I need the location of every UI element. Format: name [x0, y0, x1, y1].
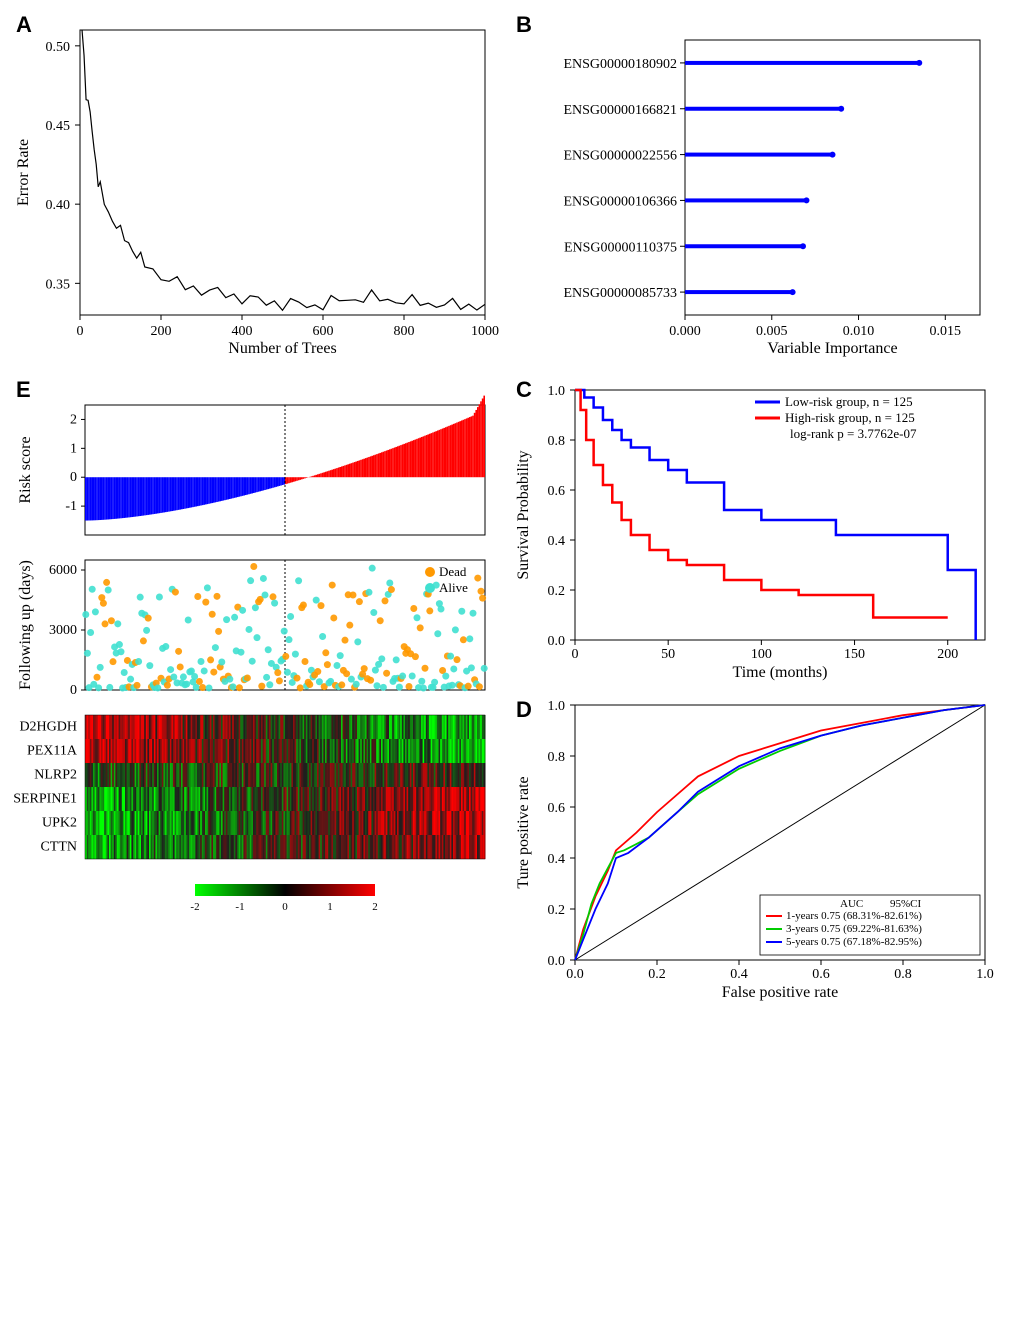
panel-b: B 0.000 0.005 0.010 0.015 ENSG00000180902 ENS…	[510, 10, 1000, 365]
roc-chart: 0.0 0.2 0.4 0.6 0.8 1.0 0.0 0.2 0.4 0.6 0.8 1.0 Fals…	[510, 695, 1000, 1005]
svg-text:log-rank p = 3.7762e-07: log-rank p = 3.7762e-07	[790, 426, 917, 441]
svg-text:0.4: 0.4	[548, 534, 566, 549]
svg-text:0.2: 0.2	[548, 584, 566, 599]
svg-text:0.0: 0.0	[548, 634, 566, 649]
svg-text:1-years 0.75 (68.31%-82.61%): 1-years 0.75 (68.31%-82.61%)	[786, 910, 922, 922]
svg-text:0: 0	[77, 324, 84, 339]
svg-text:600: 600	[313, 324, 334, 339]
svg-text:Variable Importance: Variable Importance	[767, 340, 897, 357]
svg-text:0.6: 0.6	[548, 801, 566, 816]
svg-text:0.4: 0.4	[730, 967, 748, 982]
svg-text:95%CI: 95%CI	[890, 898, 922, 910]
svg-text:-2: -2	[190, 901, 199, 913]
svg-text:0.8: 0.8	[548, 750, 566, 765]
svg-text:ENSG00000022556: ENSG00000022556	[563, 149, 677, 164]
svg-text:2: 2	[70, 412, 77, 427]
svg-text:3-years 0.75 (69.22%-81.63%): 3-years 0.75 (69.22%-81.63%)	[786, 923, 922, 935]
svg-text:0.000: 0.000	[669, 324, 701, 339]
svg-text:Ture positive rate: Ture positive rate	[515, 776, 532, 888]
svg-text:UPK2: UPK2	[42, 816, 77, 831]
svg-text:150: 150	[844, 647, 865, 662]
importance-chart: 0.000 0.005 0.010 0.015 ENSG00000180902 ENSG0…	[510, 10, 1000, 365]
svg-text:0: 0	[282, 901, 288, 913]
svg-text:D2HGDH: D2HGDH	[19, 720, 77, 735]
panel-a: A 0 200 400 600 800 1000 0.35 0.40 0.45 0.50 Numbe…	[10, 10, 500, 365]
svg-text:ENSG00000085733: ENSG00000085733	[563, 286, 677, 301]
panel-a-label: A	[16, 12, 32, 38]
svg-text:1: 1	[70, 441, 77, 456]
svg-text:0.015: 0.015	[930, 324, 962, 339]
svg-text:SERPINE1: SERPINE1	[13, 792, 77, 807]
svg-text:0.010: 0.010	[843, 324, 875, 339]
svg-text:-1: -1	[235, 901, 244, 913]
svg-text:ENSG00000180902: ENSG00000180902	[563, 57, 677, 72]
svg-text:0: 0	[70, 470, 77, 485]
svg-text:Survival Probability: Survival Probability	[515, 450, 532, 579]
svg-text:0: 0	[572, 647, 579, 662]
panel-d: D 0.0 0.2 0.4 0.6 0.8 1.0 0.0 0.2 0.4 0.6 0.8 1.0 Fa…	[510, 695, 1000, 1005]
svg-text:100: 100	[751, 647, 772, 662]
svg-text:200: 200	[937, 647, 958, 662]
svg-text:0: 0	[70, 683, 77, 698]
svg-text:Alive: Alive	[439, 580, 468, 595]
svg-text:1000: 1000	[471, 324, 499, 339]
panel-c-label: C	[516, 377, 532, 403]
svg-text:Dead: Dead	[439, 564, 467, 579]
panel-e: E -1 0 1 2 Risk score 0 3000 6000 Following up (…	[10, 375, 500, 1005]
svg-text:0.2: 0.2	[548, 903, 566, 918]
svg-text:1.0: 1.0	[548, 384, 566, 399]
svg-text:0.45: 0.45	[46, 119, 71, 134]
svg-text:400: 400	[232, 324, 253, 339]
panel-b-label: B	[516, 12, 532, 38]
svg-text:0.50: 0.50	[46, 40, 71, 55]
panel-c: C 0 50 100 150 200 0.0 0.2 0.4 0.6 0.8 1.0 Time (mo…	[510, 375, 1000, 685]
svg-text:Risk score: Risk score	[17, 436, 34, 503]
svg-text:0.0: 0.0	[548, 954, 566, 969]
svg-text:NLRP2: NLRP2	[34, 768, 77, 783]
svg-text:800: 800	[394, 324, 415, 339]
svg-text:High-risk group, n = 125: High-risk group, n = 125	[785, 410, 915, 425]
svg-text:0.2: 0.2	[648, 967, 666, 982]
panel-d-label: D	[516, 697, 532, 723]
svg-text:AUC: AUC	[840, 898, 863, 910]
svg-text:0.005: 0.005	[756, 324, 788, 339]
svg-text:0.4: 0.4	[548, 852, 566, 867]
svg-text:ENSG00000166821: ENSG00000166821	[563, 103, 677, 118]
svg-text:0.8: 0.8	[548, 434, 566, 449]
svg-text:2: 2	[372, 901, 378, 913]
svg-text:Low-risk group, n = 125: Low-risk group, n = 125	[785, 394, 913, 409]
svg-text:Time (months): Time (months)	[733, 664, 828, 681]
svg-text:PEX11A: PEX11A	[27, 744, 78, 759]
svg-text:ENSG00000110375: ENSG00000110375	[564, 240, 677, 255]
svg-text:ENSG00000106366: ENSG00000106366	[563, 194, 677, 209]
svg-text:6000: 6000	[49, 563, 77, 578]
svg-text:0.8: 0.8	[894, 967, 912, 982]
svg-text:0.6: 0.6	[812, 967, 830, 982]
panel-e-chart: -1 0 1 2 Risk score 0 3000 6000 Following up (da…	[10, 375, 500, 1005]
svg-text:0.0: 0.0	[566, 967, 584, 982]
svg-text:5-years 0.75 (67.18%-82.95%): 5-years 0.75 (67.18%-82.95%)	[786, 936, 922, 948]
svg-text:CTTN: CTTN	[40, 840, 77, 855]
panel-e-label: E	[16, 377, 31, 403]
svg-text:3000: 3000	[49, 623, 77, 638]
svg-text:-1: -1	[65, 499, 77, 514]
svg-text:200: 200	[151, 324, 172, 339]
svg-text:0.6: 0.6	[548, 484, 566, 499]
svg-text:0.35: 0.35	[46, 277, 71, 292]
svg-text:Following up (days): Following up (days)	[17, 560, 34, 690]
svg-text:1: 1	[327, 901, 333, 913]
svg-text:1.0: 1.0	[976, 967, 994, 982]
svg-text:0.40: 0.40	[46, 198, 71, 213]
svg-text:False positive rate: False positive rate	[722, 984, 838, 1001]
svg-text:1.0: 1.0	[548, 699, 566, 714]
km-chart: 0 50 100 150 200 0.0 0.2 0.4 0.6 0.8 1.0 Time (mont…	[510, 375, 1000, 685]
svg-text:Error Rate: Error Rate	[15, 139, 32, 206]
svg-text:50: 50	[661, 647, 675, 662]
error-rate-chart: 0 200 400 600 800 1000 0.35 0.40 0.45 0.50 Number …	[10, 10, 500, 365]
svg-text:Number of Trees: Number of Trees	[228, 340, 336, 357]
